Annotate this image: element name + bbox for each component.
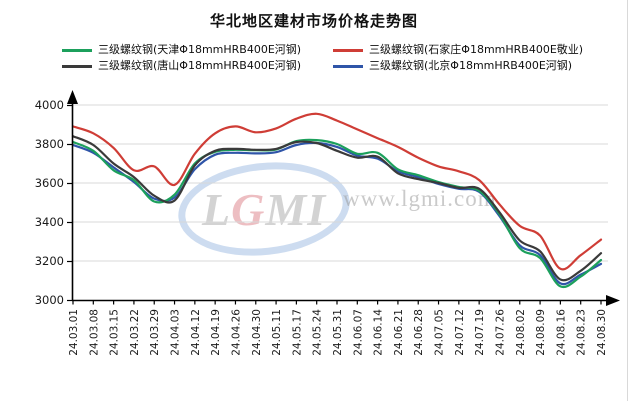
y-axis-arrow-icon xyxy=(67,90,78,104)
y-tick-label-3800: 3800 xyxy=(35,137,64,151)
legend-item-tangshan: 三级螺纹钢(唐山Φ18mmHRB400E河钢) xyxy=(62,58,301,74)
x-tick-label-24.07.12: 24.07.12 xyxy=(454,309,466,356)
x-tick-label-24.03.29: 24.03.29 xyxy=(149,309,161,356)
x-tick-label-24.07.05: 24.07.05 xyxy=(434,309,446,356)
legend-label-shijiazhuang: 三级螺纹钢(石家庄Φ18mmHRB400E敬业) xyxy=(369,43,584,56)
y-tick-label-4000: 4000 xyxy=(35,98,64,112)
x-tick-label-24.08.16: 24.08.16 xyxy=(555,309,567,356)
x-tick-label-24.08.23: 24.08.23 xyxy=(576,309,588,356)
legend-line-sample-tianjin xyxy=(62,48,92,52)
x-tick-label-24.05.31: 24.05.31 xyxy=(332,309,344,356)
legend-line-sample-beijing xyxy=(333,64,363,68)
x-tick-label-24.06.28: 24.06.28 xyxy=(413,309,425,356)
legend-line-sample-shijiazhuang xyxy=(333,48,363,52)
x-tick-label-24.03.08: 24.03.08 xyxy=(88,309,100,356)
y-tick-label-3200: 3200 xyxy=(35,254,64,268)
x-tick-label-24.04.30: 24.04.30 xyxy=(251,309,263,356)
x-tick-label-24.04.12: 24.04.12 xyxy=(190,309,202,356)
x-axis-arrow-icon xyxy=(606,295,620,306)
x-tick-label-24.06.07: 24.06.07 xyxy=(352,309,364,356)
y-tick-label-3000: 3000 xyxy=(35,293,64,307)
x-tick-label-24.03.15: 24.03.15 xyxy=(109,309,121,356)
x-tick-label-24.08.30: 24.08.30 xyxy=(596,309,608,356)
legend-item-beijing: 三级螺纹钢(北京Φ18mmHRB400E河钢) xyxy=(333,58,572,74)
x-tick-label-24.05.11: 24.05.11 xyxy=(271,309,283,356)
x-tick-label-24.04.26: 24.04.26 xyxy=(230,309,242,356)
legend: 三级螺纹钢(天津Φ18mmHRB400E河钢) 三级螺纹钢(石家庄Φ18mmHRB… xyxy=(0,42,627,78)
legend-item-shijiazhuang: 三级螺纹钢(石家庄Φ18mmHRB400E敬业) xyxy=(333,42,583,58)
x-tick-label-24.06.14: 24.06.14 xyxy=(373,309,385,356)
legend-label-beijing: 三级螺纹钢(北京Φ18mmHRB400E河钢) xyxy=(369,59,573,72)
x-tick-label-24.07.26: 24.07.26 xyxy=(494,309,506,356)
series-line-beijing xyxy=(71,141,603,286)
series-line-shijiazhuang xyxy=(71,112,603,271)
x-tick-label-24.03.01: 24.03.01 xyxy=(68,309,80,356)
x-tick-label-24.08.02: 24.08.02 xyxy=(515,309,527,356)
legend-label-tianjin: 三级螺纹钢(天津Φ18mmHRB400E河钢) xyxy=(98,43,302,56)
x-tick-label-24.03.22: 24.03.22 xyxy=(129,309,141,356)
x-tick-label-24.04.19: 24.04.19 xyxy=(210,309,222,356)
x-tick-label-24.04.03: 24.04.03 xyxy=(170,309,182,356)
x-tick-label-24.05.24: 24.05.24 xyxy=(312,309,324,356)
series-line-tangshan xyxy=(71,135,603,282)
x-tick-label-24.08.09: 24.08.09 xyxy=(535,309,547,356)
legend-line-sample-tangshan xyxy=(62,64,92,68)
legend-item-tianjin: 三级螺纹钢(天津Φ18mmHRB400E河钢) xyxy=(62,42,301,58)
legend-label-tangshan: 三级螺纹钢(唐山Φ18mmHRB400E河钢) xyxy=(98,59,302,72)
y-tick-label-3400: 3400 xyxy=(35,215,64,229)
y-tick-label-3600: 3600 xyxy=(35,176,64,190)
series-line-tianjin xyxy=(71,138,603,289)
x-tick-label-24.05.17: 24.05.17 xyxy=(291,309,303,356)
x-tick-label-24.07.19: 24.07.19 xyxy=(474,309,486,356)
chart-title: 华北地区建材市场价格走势图 xyxy=(209,12,418,30)
x-tick-label-24.06.21: 24.06.21 xyxy=(393,309,405,356)
